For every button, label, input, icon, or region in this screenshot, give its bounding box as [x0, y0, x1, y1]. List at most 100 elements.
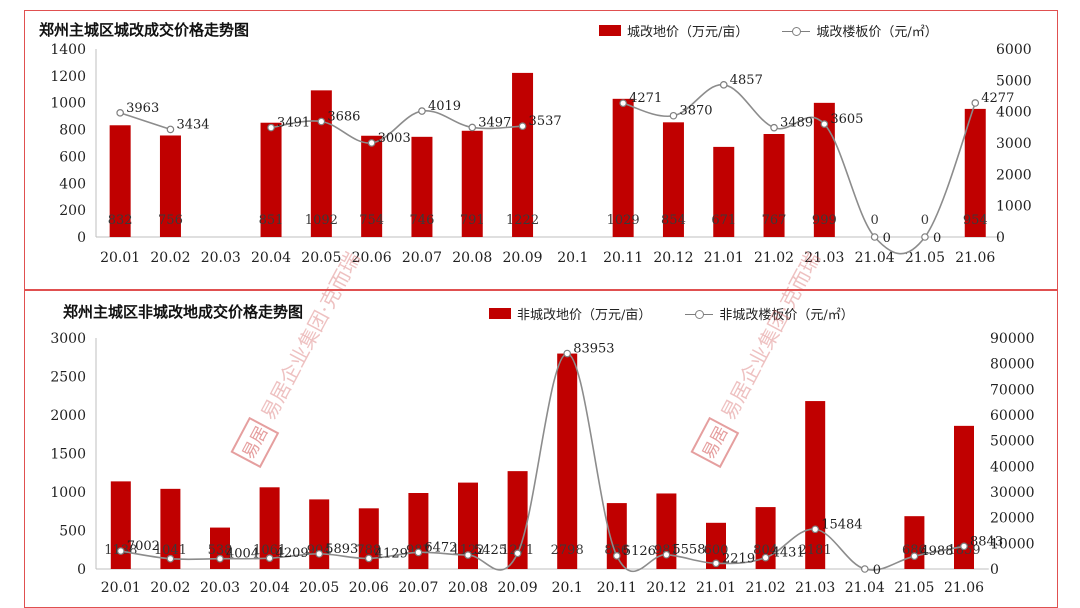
line-value-label: 4019 — [428, 99, 461, 114]
x-tick-label: 21.06 — [955, 250, 995, 266]
bar-value-label: 1061 — [253, 543, 286, 558]
bar — [606, 503, 627, 569]
y-left-tick-label: 800 — [59, 123, 86, 139]
line-point — [719, 81, 728, 89]
x-tick-label: 20.05 — [301, 250, 341, 266]
line-point — [315, 550, 324, 558]
legend-line-label: 非城改楼板价（元/㎡） — [719, 308, 854, 323]
bar-value-label: 767 — [762, 213, 787, 228]
bar-value-label: 954 — [963, 213, 988, 228]
bar — [159, 135, 181, 237]
bar-value-label: 832 — [108, 213, 133, 228]
y-left-tick-label: 1000 — [50, 96, 86, 112]
y-left-tick-label: 600 — [59, 149, 86, 165]
line-point — [267, 123, 275, 132]
line-point — [166, 554, 175, 563]
x-tick-label: 20.03 — [200, 580, 240, 596]
y-right-tick-label: 60000 — [990, 408, 1035, 424]
y-right-tick-label: 5000 — [996, 73, 1032, 89]
y-right-tick-label: 80000 — [990, 357, 1035, 373]
line-point — [414, 548, 423, 557]
line-value-label: 5126 — [623, 544, 656, 559]
x-tick-label: 20.11 — [603, 250, 643, 266]
line-point — [317, 117, 326, 126]
y-left-tick-label: 200 — [59, 203, 86, 219]
x-tick-label: 21.02 — [754, 250, 794, 266]
bar-value-label: 791 — [460, 213, 485, 228]
line-point — [669, 111, 678, 120]
x-tick-label: 21.04 — [855, 250, 895, 266]
bar-value-label: 788 — [356, 543, 381, 558]
line-value-label: 4431 — [772, 546, 805, 561]
x-tick-label: 20.04 — [250, 580, 290, 596]
bar — [110, 481, 131, 569]
line-point — [960, 542, 968, 551]
legend-bar-swatch — [599, 25, 621, 36]
bar-value-label: 538 — [208, 543, 233, 558]
line-point — [367, 139, 376, 147]
line-value-label: 5425 — [474, 543, 507, 558]
line-value-label: 7002 — [127, 539, 160, 554]
legend-line-swatch — [782, 25, 811, 37]
bar-value-label: 756 — [158, 213, 183, 228]
line-point — [216, 554, 224, 563]
y-right-tick-label: 1000 — [996, 199, 1032, 215]
bar — [713, 146, 735, 237]
line-point — [910, 552, 919, 560]
line-point — [761, 553, 770, 562]
x-tick-label: 21.06 — [944, 580, 984, 596]
y-right-tick-label: 4000 — [996, 105, 1032, 121]
bar-value-label: 1222 — [506, 213, 539, 228]
y-left-tick-label: 2500 — [50, 370, 86, 386]
bar — [361, 135, 383, 237]
line-point — [870, 233, 879, 241]
line-value-label: 0 — [883, 231, 891, 246]
legend: 非城改地价（万元/亩） 非城改楼板价（元/㎡） — [489, 304, 854, 323]
y-left-tick-label: 1400 — [50, 42, 86, 58]
bar — [755, 507, 776, 569]
y-right-tick-label: 2000 — [996, 167, 1032, 183]
bar-value-label: 981 — [654, 543, 679, 558]
line-value-label: 3003 — [378, 131, 411, 146]
line-value-label: 0 — [933, 231, 941, 246]
legend-line-swatch — [685, 308, 714, 320]
y-right-tick-label: 40000 — [990, 459, 1035, 475]
line-value-label: 3434 — [176, 117, 209, 132]
line-point — [619, 99, 627, 107]
line-value-label: 4209 — [276, 546, 309, 561]
line-value-label: 5558 — [672, 543, 705, 558]
legend: 城改地价（万元/亩） 城改楼板价（元/㎡） — [599, 21, 938, 40]
bar — [411, 136, 433, 237]
legend-bar-swatch — [489, 308, 511, 319]
y-left-tick-label: 3000 — [50, 331, 86, 347]
bar — [954, 425, 974, 569]
bar — [612, 98, 634, 237]
y-left-tick-label: 0 — [77, 562, 86, 578]
x-tick-label: 20.06 — [349, 580, 389, 596]
line-value-label: 4988 — [920, 544, 953, 559]
line-value-label: 4277 — [981, 91, 1014, 106]
series-line — [120, 352, 965, 573]
x-tick-label: 21.01 — [704, 250, 744, 266]
bar-value-label: 0 — [871, 213, 879, 228]
line-value-label: 3489 — [780, 116, 813, 131]
y-right-tick-label: 10000 — [990, 536, 1035, 552]
line-point — [770, 123, 778, 132]
line-point — [820, 120, 829, 128]
x-tick-label: 21.03 — [804, 250, 844, 266]
line-point — [563, 349, 572, 358]
line-value-label: 3497 — [478, 115, 511, 130]
bar-value-label: 999 — [812, 213, 837, 228]
y-left-tick-label: 500 — [59, 524, 86, 540]
line-value-label: 4129 — [375, 546, 408, 561]
bar — [259, 487, 280, 569]
bar-value-label: 2798 — [551, 543, 584, 558]
line-point — [166, 125, 175, 134]
bar — [408, 493, 429, 569]
x-tick-label: 20.08 — [448, 580, 488, 596]
line-point — [712, 559, 720, 568]
line-value-label: 3605 — [830, 112, 863, 127]
y-left-tick-label: 2000 — [50, 408, 86, 424]
x-tick-label: 20.01 — [101, 580, 141, 596]
y-left-tick-label: 1500 — [50, 447, 86, 463]
